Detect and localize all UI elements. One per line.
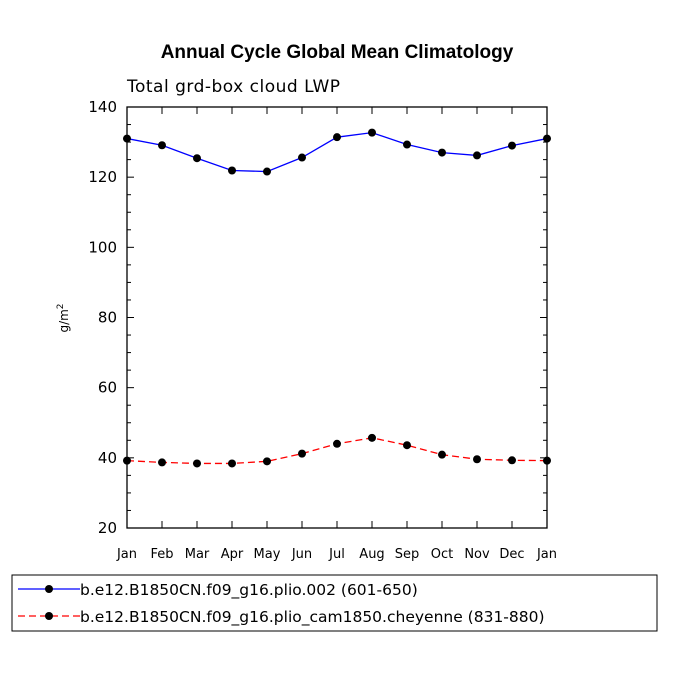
legend-swatch-marker: [45, 612, 53, 620]
data-point: [158, 141, 166, 150]
data-point: [193, 459, 201, 468]
x-tick-label: Dec: [499, 547, 524, 562]
data-point: [473, 151, 481, 160]
data-point: [298, 153, 306, 162]
data-point: [543, 134, 551, 143]
data-point: [123, 456, 131, 465]
x-tick-label: Sep: [395, 547, 420, 562]
x-tick-label: May: [254, 547, 281, 562]
x-tick-label: Apr: [221, 547, 244, 562]
data-point: [438, 450, 446, 459]
x-tick-label: Jul: [328, 547, 345, 562]
y-tick-label: 140: [88, 98, 117, 116]
y-tick-label: 40: [98, 449, 117, 467]
data-point: [158, 458, 166, 467]
x-tick-label: Oct: [431, 547, 453, 562]
x-tick-label: Jan: [536, 547, 557, 562]
data-point: [263, 167, 271, 176]
data-point: [228, 459, 236, 468]
data-point: [298, 449, 306, 458]
x-tick-label: Feb: [150, 547, 173, 562]
legend-swatch-marker: [45, 585, 53, 593]
data-point: [508, 456, 516, 465]
data-point: [333, 133, 341, 142]
data-point: [333, 439, 341, 448]
data-point: [508, 141, 516, 150]
legend: b.e12.B1850CN.f09_g16.plio.002 (601-650)…: [11, 574, 658, 632]
y-tick-label: 100: [88, 238, 117, 256]
plot-area: 20 40 60 80 100 120 140 Jan Feb Mar Apr May Jun Jul Au…: [88, 98, 557, 562]
y-axis-label-unit: g/m: [57, 309, 71, 332]
legend-label: b.e12.B1850CN.f09_g16.plio_cam1850.cheye…: [80, 608, 545, 627]
data-point: [368, 128, 376, 137]
x-tick-label: Mar: [185, 547, 210, 562]
data-point: [123, 134, 131, 143]
legend-label: b.e12.B1850CN.f09_g16.plio.002 (601-650): [80, 581, 418, 600]
data-point: [368, 433, 376, 442]
data-point: [543, 456, 551, 465]
x-tick-label: Jun: [291, 547, 312, 562]
legend-box: [11, 574, 658, 632]
data-point: [403, 140, 411, 149]
chart-title: Annual Cycle Global Mean Climatology: [161, 42, 514, 63]
y-tick-label: 80: [98, 309, 117, 327]
y-tick-label: 20: [98, 519, 117, 537]
data-point: [228, 166, 236, 175]
data-point: [193, 154, 201, 163]
data-point: [473, 455, 481, 464]
x-tick-label: Nov: [464, 547, 490, 562]
y-tick-label: 60: [98, 379, 117, 397]
data-point: [403, 441, 411, 450]
data-point: [438, 148, 446, 157]
x-tick-label: Jan: [116, 547, 137, 562]
y-tick-label: 120: [88, 168, 117, 186]
y-axis-label-exponent: 2: [56, 303, 66, 309]
y-axis-label: g/m2: [56, 303, 71, 332]
chart-subtitle: Total grd-box cloud LWP: [126, 77, 341, 97]
data-point: [263, 457, 271, 466]
x-tick-label: Aug: [359, 547, 384, 562]
plot-frame: [126, 106, 548, 529]
